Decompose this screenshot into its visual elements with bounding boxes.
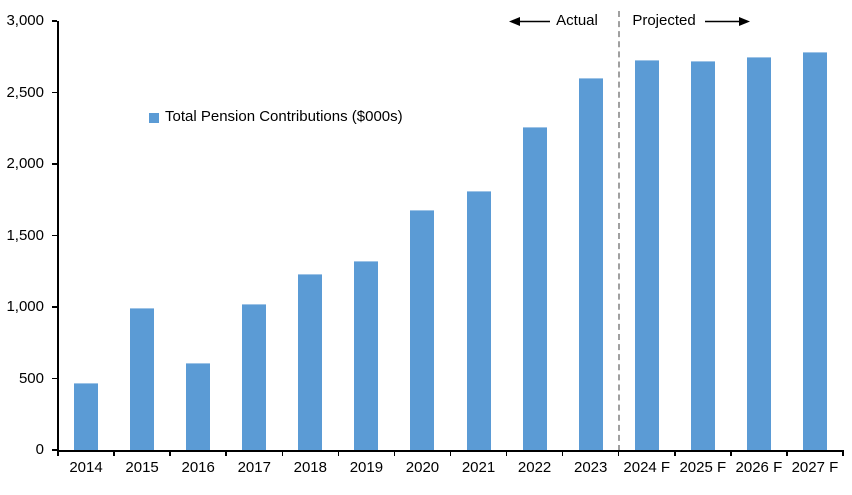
y-axis-line bbox=[57, 21, 59, 451]
x-axis-tick bbox=[113, 450, 115, 456]
x-axis-tick bbox=[674, 450, 676, 456]
x-axis-tick-label: 2017 bbox=[237, 459, 271, 476]
y-axis-tick-label: 500 bbox=[18, 369, 44, 387]
x-axis-tick bbox=[337, 450, 340, 456]
x-axis-tick-label: 2019 bbox=[349, 459, 384, 476]
x-axis-tick bbox=[617, 450, 620, 456]
actual-label: Actual bbox=[556, 12, 598, 29]
x-axis-tick-label: 2024 F bbox=[623, 459, 671, 476]
x-axis-tick bbox=[393, 450, 396, 456]
y-axis-tick-label: 2,000 bbox=[6, 155, 44, 172]
x-axis-tick bbox=[786, 450, 788, 456]
y-axis-tick-label: 1,000 bbox=[6, 298, 44, 315]
x-axis-tick-label: 2015 bbox=[125, 459, 159, 476]
y-axis-tick bbox=[52, 91, 57, 94]
x-axis-tick-label: 2016 bbox=[181, 459, 215, 476]
x-axis-tick-label: 2027 F bbox=[791, 459, 839, 476]
bar-2027-f bbox=[802, 52, 827, 450]
bar-2026-f bbox=[746, 56, 771, 450]
x-axis-tick bbox=[169, 450, 171, 456]
x-axis-tick bbox=[57, 450, 59, 456]
x-axis-tick bbox=[842, 450, 844, 456]
y-axis-tick bbox=[52, 163, 57, 165]
x-axis-tick bbox=[225, 450, 227, 456]
actual-projected-divider bbox=[617, 11, 620, 451]
legend-marker bbox=[149, 112, 159, 123]
x-axis-tick-label: 2025 F bbox=[679, 459, 727, 476]
bar-2022 bbox=[522, 126, 547, 450]
x-axis-tick-label: 2023 bbox=[573, 459, 608, 476]
projected-label: Projected bbox=[632, 12, 696, 29]
x-axis-tick bbox=[561, 450, 564, 456]
legend: Total Pension Contributions ($000s) bbox=[149, 108, 403, 126]
x-axis-tick-label: 2022 bbox=[517, 459, 552, 476]
bar-2015 bbox=[130, 308, 155, 450]
bar-2023 bbox=[578, 78, 603, 450]
x-axis-tick-label: 2020 bbox=[405, 459, 440, 476]
bar-2024-f bbox=[634, 59, 659, 450]
y-axis-tick-label: 1,500 bbox=[6, 226, 44, 244]
x-axis-tick-label: 2018 bbox=[293, 459, 327, 476]
y-axis-tick-label: 0 bbox=[35, 441, 44, 458]
x-axis-tick-label: 2021 bbox=[461, 459, 496, 476]
x-axis-tick bbox=[449, 450, 452, 456]
y-axis-tick bbox=[52, 306, 57, 308]
y-axis-tick-label: 2,500 bbox=[6, 83, 44, 101]
bar-2019 bbox=[354, 261, 379, 450]
right-arrow-icon bbox=[705, 17, 750, 26]
y-axis-tick-label: 3,000 bbox=[6, 12, 44, 29]
x-axis-tick-label: 2026 F bbox=[735, 459, 783, 476]
y-axis-tick bbox=[52, 234, 57, 237]
x-axis-tick bbox=[281, 450, 284, 456]
bar-2021 bbox=[466, 191, 491, 450]
y-axis-tick bbox=[52, 20, 57, 22]
bar-2016 bbox=[186, 362, 211, 450]
left-arrow-icon bbox=[509, 17, 550, 26]
x-axis-tick bbox=[505, 450, 508, 456]
bar-2018 bbox=[298, 274, 323, 450]
x-axis-tick-label: 2014 bbox=[69, 459, 103, 476]
y-axis-tick bbox=[52, 377, 57, 380]
bar-2014 bbox=[74, 382, 99, 450]
bar-2020 bbox=[410, 209, 435, 450]
legend-label: Total Pension Contributions ($000s) bbox=[165, 108, 403, 125]
bar-2017 bbox=[242, 304, 267, 450]
y-axis-tick bbox=[52, 449, 57, 451]
bar-2025-f bbox=[690, 61, 715, 450]
x-axis-tick bbox=[730, 450, 732, 456]
